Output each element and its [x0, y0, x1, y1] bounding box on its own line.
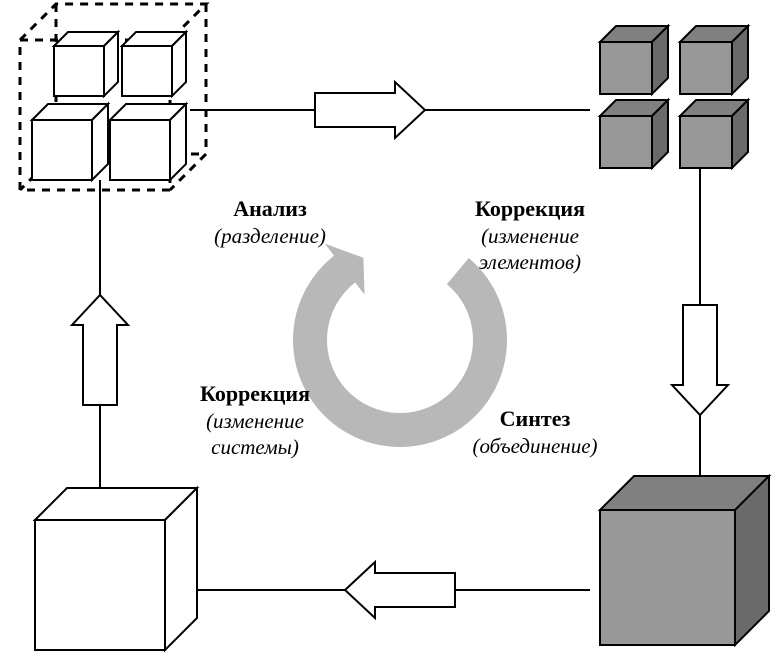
- label-corr-el-sub2: элементов): [430, 249, 630, 275]
- label-corr-sys-sub2: системы): [155, 434, 355, 460]
- label-corr-sys-title: Коррекция: [155, 380, 355, 408]
- label-correction-system: Коррекция (изменение системы): [155, 380, 355, 460]
- label-analysis-title: Анализ: [180, 195, 360, 223]
- diagram-svg: [0, 0, 782, 672]
- label-corr-el-sub1: (изменение: [430, 223, 630, 249]
- label-corr-sys-sub1: (изменение: [155, 408, 355, 434]
- label-analysis: Анализ (разделение): [180, 195, 360, 249]
- diagram-stage: Анализ (разделение) Коррекция (изменение…: [0, 0, 782, 672]
- label-synth-sub: (объединение): [430, 433, 640, 459]
- top-right-cubes: [600, 26, 748, 168]
- label-analysis-sub: (разделение): [180, 223, 360, 249]
- top-left-cubes: [20, 4, 206, 190]
- bottom-left-cube: [35, 488, 197, 650]
- label-corr-el-title: Коррекция: [430, 195, 630, 223]
- bottom-right-cube: [600, 476, 769, 645]
- label-synthesis: Синтез (объединение): [430, 405, 640, 459]
- label-correction-elements: Коррекция (изменение элементов): [430, 195, 630, 275]
- label-synth-title: Синтез: [430, 405, 640, 433]
